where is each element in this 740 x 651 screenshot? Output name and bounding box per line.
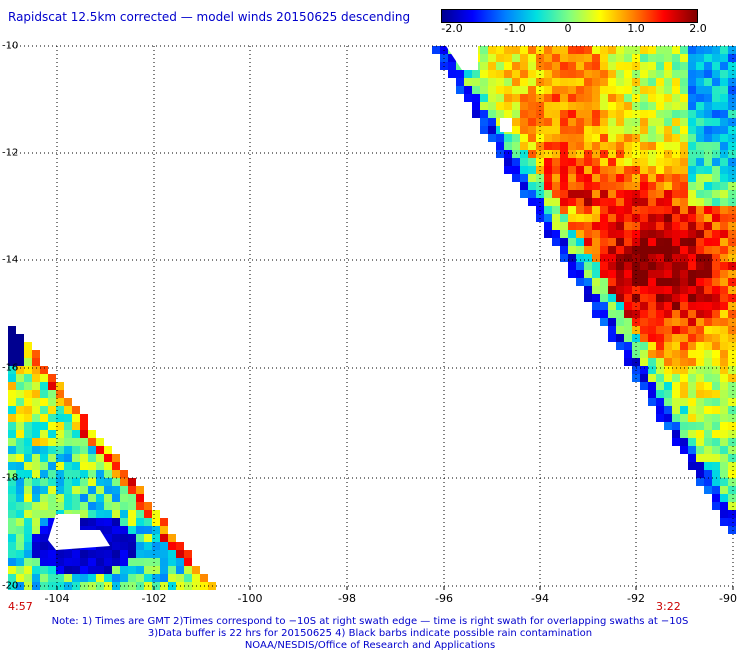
colorbar-label-pos1: 1.0 [627, 22, 645, 35]
lat-label-14: -14 [2, 254, 19, 266]
colorbar-label-zero: 0 [564, 22, 572, 35]
lat-label-20: -20 [2, 580, 19, 592]
lat-label-18: -18 [2, 472, 19, 484]
lon-label-90: -90 [719, 592, 737, 605]
note-line-2: 3)Data buffer is 22 hrs for 20150625 4) … [147, 628, 593, 639]
lon-label-96: -96 [435, 592, 453, 605]
note-line-1: Note: 1) Times are GMT 2)Times correspon… [51, 616, 689, 627]
note-line-3: NOAA/NESDIS/Office of Research and Appli… [244, 640, 496, 651]
time-left: 4:57 [8, 600, 33, 613]
colorbar-label-min: -2.0 [441, 22, 463, 35]
lat-label-16: -16 [2, 362, 19, 374]
lat-label-12: -12 [2, 147, 19, 159]
colorbar [441, 9, 698, 23]
lon-label-100: -100 [237, 592, 263, 605]
lon-label-98: -98 [338, 592, 356, 605]
lon-label-92: -92 [627, 592, 645, 605]
lon-label-102: -102 [141, 592, 167, 605]
colorbar-label-neg1: -1.0 [504, 22, 526, 35]
lat-label-10: -10 [2, 40, 19, 52]
colorbar-label-max: 2.0 [689, 22, 707, 35]
lon-label-94: -94 [531, 592, 549, 605]
swath-cells [8, 46, 736, 590]
lon-label-104: -104 [44, 592, 70, 605]
map-grid [8, 45, 734, 590]
time-right: 3:22 [656, 600, 681, 613]
figure-title: Rapidscat 12.5km corrected — model winds… [8, 10, 411, 24]
